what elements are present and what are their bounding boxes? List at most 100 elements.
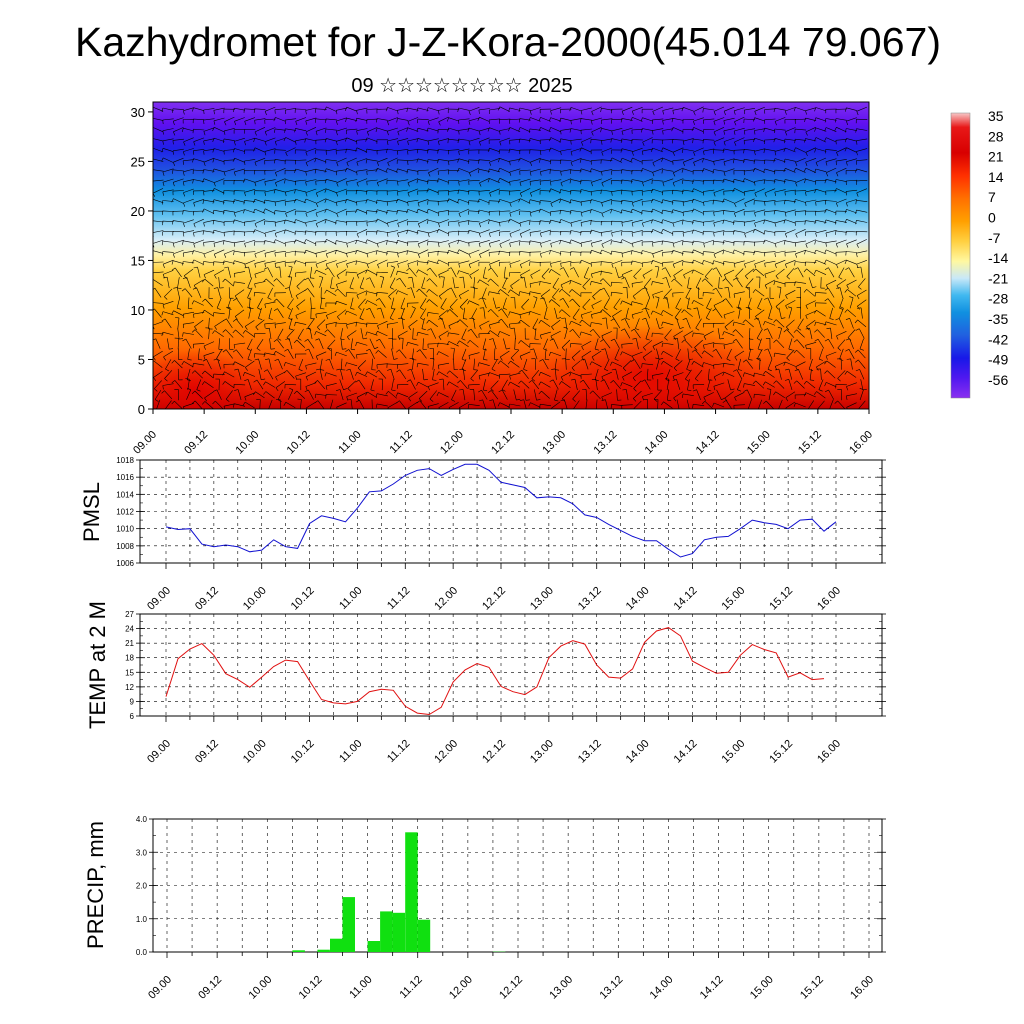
wind-barb-flag	[182, 210, 184, 215]
wind-barb	[153, 169, 164, 172]
wind-barb-flag	[804, 179, 806, 184]
wind-barb-flag	[304, 348, 309, 351]
wind-barb-flag	[641, 379, 646, 383]
wind-barb	[428, 219, 439, 224]
wind-barb-flag	[203, 355, 206, 360]
wind-barb-flag	[631, 243, 634, 248]
wind-barb-flag	[181, 361, 185, 365]
wind-barb-flag	[439, 316, 443, 320]
wind-barb	[197, 348, 200, 360]
x-tick-label: 16.00	[815, 738, 843, 766]
x-tick-label: 12.00	[447, 974, 475, 1002]
wind-barb	[503, 338, 507, 350]
wind-barb-flag	[162, 304, 165, 309]
wind-barb	[193, 279, 204, 286]
wind-barb-flag	[590, 281, 592, 286]
wind-barb	[560, 178, 572, 183]
wind-barb	[520, 259, 531, 265]
wind-barb-flag	[774, 252, 776, 258]
wind-barb-flag	[530, 274, 533, 279]
wind-barb	[846, 138, 857, 142]
wind-barb-flag	[645, 338, 650, 341]
wind-barb-flag	[324, 289, 327, 294]
wind-barb	[439, 289, 449, 297]
wind-barb	[767, 328, 773, 339]
wind-barb	[543, 338, 548, 350]
wind-barb-flag	[273, 117, 276, 122]
wind-barb-flag	[661, 321, 663, 326]
wind-barb-flag	[254, 223, 257, 228]
wind-barb	[713, 137, 725, 143]
wind-barb-flag	[161, 311, 164, 316]
wind-barb	[682, 240, 694, 243]
wind-barb	[829, 307, 833, 319]
wind-barb-flag	[694, 347, 698, 351]
wind-barb	[418, 288, 428, 297]
wind-barb-flag	[854, 319, 858, 324]
wind-barb-flag	[244, 379, 249, 381]
wind-barb-flag	[652, 130, 654, 135]
wind-barb	[274, 219, 286, 223]
wind-barb	[428, 289, 438, 297]
wind-barb-flag	[182, 240, 184, 245]
wind-barb-flag	[812, 286, 817, 289]
wind-barb	[235, 349, 244, 359]
pmsl-panel: 09.00 09.12 10.00 10.12 11.00 11.12 12.00 12.12…	[79, 456, 886, 613]
wind-barb	[601, 199, 613, 203]
wind-barb-flag	[254, 283, 256, 288]
wind-barb-flag	[244, 160, 246, 166]
wind-barb	[836, 239, 847, 244]
wind-barb-flag	[356, 182, 359, 187]
wind-barb	[592, 288, 601, 297]
y-axis-label: PMSL	[79, 482, 104, 542]
wind-barb	[827, 298, 835, 308]
wind-barb	[325, 159, 337, 162]
wind-barb	[624, 328, 631, 339]
wind-barb	[468, 249, 480, 255]
wind-barb	[846, 189, 858, 192]
x-tick-label: 14.12	[698, 974, 726, 1002]
wind-barb-flag	[467, 328, 472, 332]
wind-barb	[570, 128, 582, 131]
wind-barb	[172, 190, 184, 192]
wind-barb	[805, 239, 816, 245]
wind-barb	[153, 188, 164, 194]
wind-barb	[153, 199, 164, 203]
wind-barb	[815, 117, 827, 122]
wind-barb-flag	[538, 117, 541, 122]
wind-barb-flag	[757, 358, 762, 361]
wind-barb-flag	[283, 219, 286, 224]
wind-barb	[693, 179, 705, 182]
wind-barb	[744, 251, 756, 253]
wind-barb	[459, 298, 469, 308]
wind-barb-flag	[855, 349, 859, 353]
wind-barb	[550, 351, 562, 357]
wind-barb	[235, 329, 244, 338]
wind-barb-flag	[643, 347, 647, 351]
wind-barb	[734, 116, 745, 122]
wind-barb	[601, 371, 612, 377]
wind-barb-flag	[599, 249, 602, 254]
wind-barb-flag	[448, 325, 451, 330]
wind-barb	[685, 287, 692, 298]
wind-barb	[213, 137, 225, 142]
wind-barb	[325, 148, 337, 152]
wind-barb-flag	[468, 253, 471, 258]
wind-barb-flag	[335, 220, 337, 225]
wind-barb-flag	[499, 243, 502, 248]
wind-barb	[703, 108, 715, 111]
wind-barb	[153, 333, 164, 335]
wind-barb	[703, 260, 715, 265]
wind-barb-flag	[192, 250, 194, 255]
wind-barb-flag	[661, 210, 663, 215]
wind-barb	[581, 189, 592, 193]
wind-barb	[376, 292, 388, 294]
wind-barb	[254, 147, 266, 153]
wind-barb-flag	[501, 389, 506, 392]
wind-barb	[336, 269, 347, 276]
wind-barb-flag	[203, 162, 206, 167]
wind-barb-flag	[336, 213, 339, 218]
wind-barb	[775, 299, 785, 307]
wind-barb	[534, 389, 537, 401]
wind-barb	[197, 267, 201, 278]
